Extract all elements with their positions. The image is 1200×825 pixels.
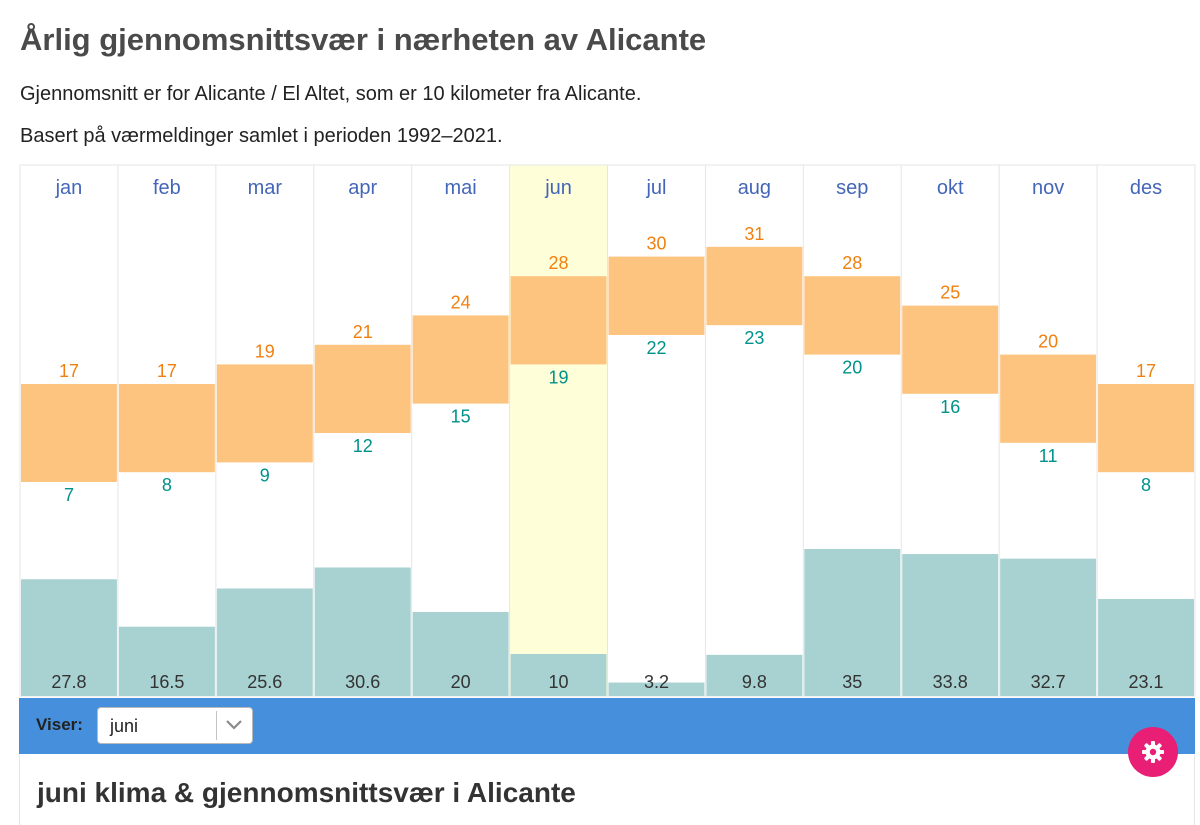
temp-band-feb xyxy=(118,384,215,473)
low-temp-label-mar: 9 xyxy=(260,465,270,485)
high-temp-label-aug: 31 xyxy=(744,224,764,244)
precip-label-jan: 27.8 xyxy=(51,672,86,692)
month-section: juni klima & gjennomsnittsvær i Alicante xyxy=(19,755,1195,825)
temp-band-nov xyxy=(1000,354,1097,443)
month-label-okt[interactable]: okt xyxy=(937,177,964,199)
month-label-aug[interactable]: aug xyxy=(738,177,771,199)
precip-bar-okt xyxy=(902,554,999,696)
low-temp-label-apr: 12 xyxy=(353,436,373,456)
low-temp-label-des: 8 xyxy=(1141,475,1151,495)
month-label-sep[interactable]: sep xyxy=(836,177,868,199)
low-temp-label-sep: 20 xyxy=(842,358,862,378)
precip-bar-apr xyxy=(314,567,411,696)
high-temp-label-feb: 17 xyxy=(157,361,177,381)
high-temp-label-jun: 28 xyxy=(549,253,569,273)
precip-bar-mar xyxy=(216,588,313,696)
precip-bar-feb xyxy=(118,626,215,696)
temp-band-jan xyxy=(21,384,117,482)
month-label-mai[interactable]: mai xyxy=(445,177,477,199)
month-label-mar[interactable]: mar xyxy=(248,177,283,199)
precip-label-jul: 3.2 xyxy=(644,672,669,692)
month-toolbar: Viser: juni xyxy=(19,698,1195,754)
precip-label-okt: 33.8 xyxy=(933,672,968,692)
period-note: Basert på værmeldinger samlet i perioden… xyxy=(20,125,503,147)
low-temp-label-jun: 19 xyxy=(549,367,569,387)
low-temp-label-nov: 11 xyxy=(1039,446,1058,466)
precip-bar-mai xyxy=(412,612,509,696)
select-divider xyxy=(216,711,217,740)
month-select-value: juni xyxy=(110,716,139,736)
high-temp-label-apr: 21 xyxy=(353,322,373,342)
precip-bar-des xyxy=(1098,598,1194,696)
precip-label-mai: 20 xyxy=(451,672,471,692)
low-temp-label-jan: 7 xyxy=(64,485,74,505)
temp-band-mar xyxy=(216,364,313,463)
precip-bar-jan xyxy=(21,579,117,696)
month-label-apr[interactable]: apr xyxy=(348,177,377,199)
high-temp-label-okt: 25 xyxy=(940,283,960,303)
precip-label-mar: 25.6 xyxy=(247,672,282,692)
high-temp-label-jan: 17 xyxy=(59,361,79,381)
month-label-jan[interactable]: jan xyxy=(55,177,83,199)
highlight-column xyxy=(509,165,608,696)
precip-bar-jun xyxy=(510,654,607,696)
month-label-jul[interactable]: jul xyxy=(645,177,666,199)
precip-label-feb: 16.5 xyxy=(149,672,184,692)
high-temp-label-sep: 28 xyxy=(842,253,862,273)
month-label-feb[interactable]: feb xyxy=(153,177,181,199)
month-select[interactable]: juni xyxy=(97,707,253,744)
temp-band-des xyxy=(1098,384,1194,473)
temp-band-jun xyxy=(510,276,607,365)
high-temp-label-mar: 19 xyxy=(255,341,275,361)
temp-band-okt xyxy=(902,305,999,394)
temp-band-aug xyxy=(706,246,803,326)
precip-label-des: 23.1 xyxy=(1129,672,1164,692)
precip-label-apr: 30.6 xyxy=(345,672,380,692)
gear-icon xyxy=(1142,741,1164,763)
precip-label-jun: 10 xyxy=(549,672,569,692)
section-title: juni klima & gjennomsnittsvær i Alicante xyxy=(37,777,576,808)
low-temp-label-mai: 15 xyxy=(451,407,471,427)
month-label-des[interactable]: des xyxy=(1130,177,1162,199)
low-temp-label-okt: 16 xyxy=(940,397,960,417)
climate-chart: jan 17 7 27.8 feb 17 8 16.5 mar 19 9 25.6 apr 21 12 30.… xyxy=(19,164,1196,697)
page-title: Årlig gjennomsnittsvær i nærheten av Ali… xyxy=(20,22,707,57)
precip-bar-jul xyxy=(608,682,705,696)
precip-label-nov: 32.7 xyxy=(1031,672,1066,692)
precip-bar-nov xyxy=(1000,558,1097,696)
high-temp-label-des: 17 xyxy=(1136,361,1156,381)
precip-bar-aug xyxy=(706,654,803,696)
precip-label-sep: 35 xyxy=(842,672,862,692)
chevron-down-icon xyxy=(226,720,242,730)
precip-label-aug: 9.8 xyxy=(742,672,767,692)
settings-button[interactable] xyxy=(1128,727,1178,777)
low-temp-label-aug: 23 xyxy=(744,328,764,348)
high-temp-label-jul: 30 xyxy=(646,234,666,254)
temp-band-jul xyxy=(608,256,705,335)
month-label-jun[interactable]: jun xyxy=(544,177,572,199)
location-note: Gjennomsnitt er for Alicante / El Altet,… xyxy=(20,83,642,105)
temp-band-apr xyxy=(314,344,411,433)
temp-band-mai xyxy=(412,315,509,404)
high-temp-label-mai: 24 xyxy=(451,292,471,312)
temp-band-sep xyxy=(804,276,901,355)
high-temp-label-nov: 20 xyxy=(1038,332,1058,352)
low-temp-label-feb: 8 xyxy=(162,475,172,495)
viser-label: Viser: xyxy=(36,715,83,734)
month-label-nov[interactable]: nov xyxy=(1032,177,1064,199)
low-temp-label-jul: 22 xyxy=(646,338,666,358)
precip-bar-sep xyxy=(804,549,901,696)
